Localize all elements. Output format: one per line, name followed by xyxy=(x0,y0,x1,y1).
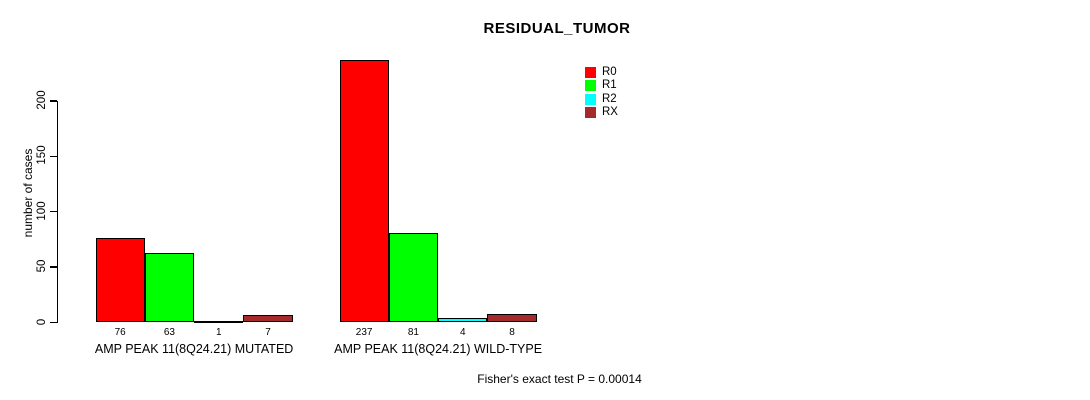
bar-value-label: 237 xyxy=(355,327,373,338)
bar-rx-group2 xyxy=(487,313,537,323)
bar-value-label: 63 xyxy=(163,327,175,338)
group-label-1: AMP PEAK 11(8Q24.21) MUTATED xyxy=(94,342,294,356)
y-tick-mark xyxy=(50,100,57,102)
bar-value-label: 8 xyxy=(509,327,515,338)
legend-swatch-r2 xyxy=(585,93,596,105)
bar-value-label: 81 xyxy=(407,327,419,338)
y-tick-label: 150 xyxy=(36,145,48,165)
bar-rx-group1 xyxy=(243,314,293,323)
fisher-test-annotation: Fisher's exact test P = 0.00014 xyxy=(477,372,642,386)
bar-r0-group2 xyxy=(339,59,389,323)
legend-swatch-r0 xyxy=(585,67,596,79)
bar-value-label: 76 xyxy=(114,327,126,338)
y-tick-mark xyxy=(50,211,57,213)
y-axis-label: number of cases xyxy=(21,148,35,238)
legend-label: R1 xyxy=(602,79,617,92)
bar-value-label: 7 xyxy=(265,327,271,338)
legend-item-r1: R1 xyxy=(585,79,618,92)
bar-value-label: 4 xyxy=(459,327,466,338)
legend-item-r2: R2 xyxy=(585,93,618,106)
bar-r1-group1 xyxy=(144,252,195,323)
legend-swatch-rx xyxy=(585,107,596,119)
chart-title: RESIDUAL_TUMOR xyxy=(483,20,631,37)
legend-label: RX xyxy=(602,106,618,119)
y-tick-label: 50 xyxy=(36,259,48,273)
y-tick-mark xyxy=(50,266,57,268)
bar-r2-group2 xyxy=(438,318,488,323)
legend: R0 R1 R2 RX xyxy=(585,66,618,119)
bar-value-label: 1 xyxy=(215,327,222,338)
legend-item-rx: RX xyxy=(585,106,618,119)
bar-r1-group2 xyxy=(388,232,439,323)
bar-r0-group1 xyxy=(95,238,145,323)
legend-swatch-r1 xyxy=(585,80,596,92)
bar-r2-group1 xyxy=(194,321,244,324)
y-tick-mark xyxy=(50,321,57,324)
y-tick-label: 100 xyxy=(36,201,48,221)
legend-label: R2 xyxy=(602,92,617,105)
y-tick-label: 200 xyxy=(36,90,48,110)
y-tick-label: 0 xyxy=(36,318,48,325)
y-tick-mark xyxy=(50,155,57,157)
group-label-2: AMP PEAK 11(8Q24.21) WILD-TYPE xyxy=(334,342,543,356)
legend-item-r0: R0 xyxy=(585,66,618,79)
y-axis-line xyxy=(57,101,59,323)
legend-label: R0 xyxy=(602,66,617,79)
